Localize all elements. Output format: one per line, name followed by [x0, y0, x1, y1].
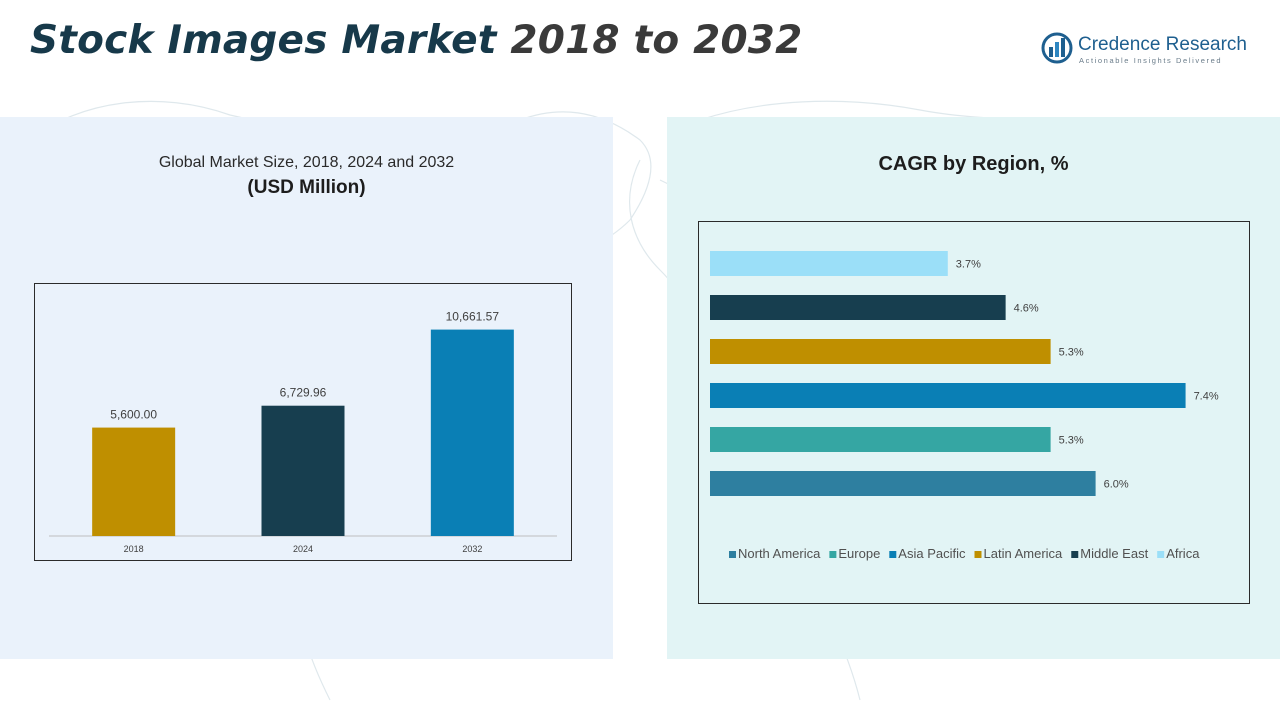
bar-asia-pacific: [710, 383, 1186, 408]
x-tick-label-2032: 2032: [462, 544, 482, 554]
legend-label-asia-pacific: Asia Pacific: [898, 546, 966, 561]
bar-middle-east: [710, 295, 1006, 320]
bar-2032: [430, 329, 514, 536]
bar-africa: [710, 251, 948, 276]
legend-swatch-asia-pacific: [889, 551, 897, 558]
bar-europe: [710, 427, 1051, 452]
data-label-latin-america: 5.3%: [1059, 347, 1084, 359]
legend: North America Europe Asia Pacific Latin Ame…: [729, 546, 1200, 561]
legend-label-north-america: North America: [738, 546, 821, 561]
page-title: Stock Images Market 2018 to 2032: [30, 18, 802, 63]
x-tick-label-2018: 2018: [124, 544, 144, 554]
data-label-2032: 10,661.57: [446, 310, 500, 324]
market-size-unit: (USD Million): [247, 177, 366, 198]
market-size-chart-svg: 5,600.00 2018 6,729.96 2024 10,661.57 2032: [49, 310, 557, 554]
credence-logo-icon: [1041, 32, 1073, 64]
legend-label-middle-east: Middle East: [1080, 546, 1148, 561]
data-label-europe: 5.3%: [1059, 435, 1084, 447]
brand-name: Credence Research: [1078, 34, 1247, 55]
legend-swatch-africa: [1157, 551, 1165, 558]
market-size-chart: 5,600.00 2018 6,729.96 2024 10,661.57 2032: [34, 283, 572, 561]
legend-label-europe: Europe: [838, 546, 880, 561]
data-label-2024: 6,729.96: [280, 386, 327, 400]
data-label-2018: 5,600.00: [110, 408, 157, 422]
legend-label-latin-america: Latin America: [984, 546, 1064, 561]
bar-latin-america: [710, 339, 1051, 364]
brand-tagline: Actionable Insights Delivered: [1079, 56, 1223, 65]
legend-swatch-north-america: [729, 551, 736, 558]
cagr-chart-title: CAGR by Region, %: [878, 153, 1069, 175]
bar-2024: [261, 405, 345, 536]
page-title-main: Stock Images Market: [30, 18, 497, 63]
legend-swatch-middle-east: [1071, 551, 1079, 558]
legend-swatch-latin-america: [974, 551, 982, 558]
bar-north-america: [710, 471, 1096, 496]
cagr-chart: 3.7% 4.6% 5.3% 7.4% 5.3% 6.0% North America Eur…: [698, 221, 1250, 604]
market-size-subtitle: Global Market Size, 2018, 2024 and 2032: [158, 154, 455, 171]
data-label-asia-pacific: 7.4%: [1194, 391, 1219, 403]
data-label-africa: 3.7%: [956, 259, 981, 271]
x-tick-label-2024: 2024: [293, 544, 313, 554]
bar-2018: [92, 427, 176, 536]
legend-swatch-europe: [829, 551, 837, 558]
data-label-middle-east: 4.6%: [1014, 303, 1039, 315]
legend-label-africa: Africa: [1166, 546, 1200, 561]
data-label-north-america: 6.0%: [1104, 479, 1129, 491]
cagr-chart-svg: 3.7% 4.6% 5.3% 7.4% 5.3% 6.0% North America Eur…: [710, 251, 1219, 561]
brand-logo: Credence Research Actionable Insights De…: [1040, 31, 1270, 71]
page-title-years: 2018 to 2032: [510, 18, 803, 63]
